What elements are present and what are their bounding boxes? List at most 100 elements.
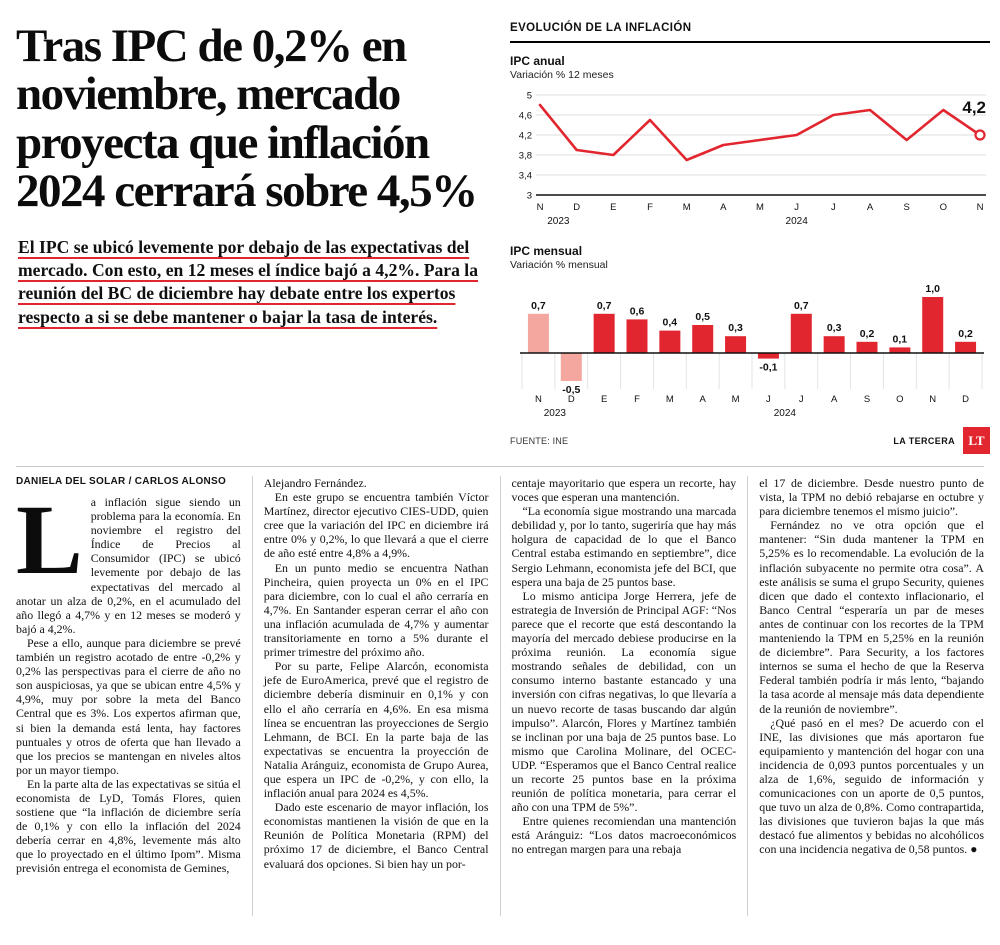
bar — [560, 353, 582, 381]
chart-footer: FUENTE: INE LA TERCERA LT — [510, 427, 990, 454]
bar — [856, 341, 878, 353]
bar — [593, 313, 615, 353]
infographic-title: EVOLUCIÓN DE LA INFLACIÓN — [510, 22, 990, 43]
chart-label: A — [720, 202, 727, 213]
byline: DANIELA DEL SOLAR / CARLOS ALONSO — [16, 476, 227, 487]
chart-label: 4,6 — [519, 111, 532, 122]
article-paragraph: Pese a ello, aunque para diciembre se pr… — [16, 635, 241, 777]
chart-label: J — [799, 394, 804, 405]
la-tercera-logo: LT — [963, 427, 990, 454]
chart-label: 0,7 — [531, 300, 546, 312]
chart-label: S — [903, 202, 909, 213]
bar — [692, 325, 714, 353]
bar — [527, 313, 549, 353]
chart-label: O — [940, 202, 947, 213]
chart-label: E — [610, 202, 616, 213]
chart-label: J — [831, 202, 836, 213]
ipc-mensual-bar-chart: 0,7N-0,5D0,7E0,6F0,4M0,5A0,3M-0,1J0,7J0,… — [520, 283, 984, 419]
chart-label: 0,2 — [860, 328, 875, 340]
article-paragraph: Alejandro Fernández. — [263, 476, 367, 490]
chart-label: N — [537, 202, 544, 213]
chart-label: 1,0 — [925, 283, 940, 295]
bar — [889, 347, 911, 353]
chart-label: 0,3 — [827, 322, 842, 334]
article-paragraph: ¿Qué pasó en el mes? De acuerdo con el I… — [759, 715, 984, 857]
chart-label: A — [700, 394, 707, 405]
article-paragraph: Dado este escenario de mayor inflación, … — [263, 800, 489, 871]
chart-label: D — [573, 202, 580, 213]
chart-label: 3,4 — [519, 171, 532, 182]
article-paragraph: centaje mayoritario que espera un recort… — [511, 476, 737, 505]
chart-label: 0,2 — [958, 328, 973, 340]
article-column-4: el 17 de diciembre. Desde nuestro punto … — [747, 476, 984, 916]
chart-label: -0,5 — [562, 384, 580, 396]
bar — [823, 336, 845, 353]
credit-name: LA TERCERA — [893, 435, 955, 446]
chart-label: 2023 — [547, 216, 570, 227]
headline: Tras IPC de 0,2% en noviembre, mercado p… — [16, 20, 478, 218]
bar — [626, 319, 648, 353]
chart-label: 0,3 — [728, 322, 743, 334]
chart-label: 5 — [527, 91, 532, 102]
line-chart-subtitle: Variación % 12 meses — [510, 69, 614, 81]
chart-label: A — [831, 394, 838, 405]
bar — [922, 297, 944, 353]
chart-label: M — [756, 202, 764, 213]
chart-label: 0,1 — [893, 333, 908, 345]
chart-label: 2024 — [786, 216, 809, 227]
article-paragraph: En la parte alta de las expectativas se … — [16, 776, 241, 876]
chart-label: 0,7 — [794, 300, 809, 312]
article-paragraph: Lo mismo anticipa Jorge Herrera, jefe de… — [511, 588, 737, 815]
drop-cap: L — [16, 484, 83, 595]
chart-label: 3,8 — [519, 151, 532, 162]
last-point-marker — [974, 129, 986, 141]
article-paragraph: el 17 de diciembre. Desde nuestro punto … — [759, 476, 984, 519]
source-label: FUENTE: INE — [510, 435, 569, 446]
chart-label: A — [867, 202, 874, 213]
article-column-2: Alejandro Fernández. En este grupo se enc… — [251, 476, 500, 916]
chart-label: 2024 — [774, 408, 797, 419]
chart-label: 2023 — [544, 408, 567, 419]
bar — [790, 313, 812, 353]
bar-chart-title: IPC mensual — [510, 244, 583, 258]
article-paragraph: Por su parte, Felipe Alarcón, economista… — [263, 659, 489, 801]
chart-label: 0,4 — [663, 317, 678, 329]
article-paragraph: “La economía sigue mostrando una marcada… — [511, 504, 737, 589]
chart-label: N — [535, 394, 542, 405]
section-divider — [16, 466, 984, 467]
chart-label: D — [568, 394, 575, 405]
chart-label: 0,7 — [597, 300, 612, 312]
chart-label: 4,2 — [962, 98, 986, 117]
bar-chart-subtitle: Variación % mensual — [510, 259, 608, 271]
infographic: EVOLUCIÓN DE LA INFLACIÓN IPC anual Vari… — [510, 14, 990, 454]
credit: LA TERCERA LT — [893, 427, 990, 454]
article-paragraph: En un punto medio se encuentra Nathan Pi… — [263, 560, 489, 660]
chart-label: J — [766, 394, 771, 405]
inflation-line — [538, 103, 982, 162]
chart-label: M — [732, 394, 740, 405]
chart-label: -0,1 — [759, 362, 777, 374]
bar — [659, 330, 681, 353]
article-column-3: centaje mayoritario que espera un recort… — [499, 476, 748, 916]
chart-label: N — [977, 202, 984, 213]
chart-label: S — [864, 394, 870, 405]
chart-label: 4,2 — [519, 131, 532, 142]
bar-chart-header: IPC mensual Variación % mensual — [510, 244, 990, 271]
article-paragraph: En este grupo se encuentra también Vícto… — [263, 490, 489, 561]
chart-label: 0,6 — [630, 305, 645, 317]
chart-label: F — [647, 202, 653, 213]
article-paragraph: Entre quienes recomiendan una mantención… — [511, 814, 737, 857]
chart-label: 0,5 — [695, 311, 710, 323]
chart-label: F — [634, 394, 640, 405]
chart-label: J — [794, 202, 799, 213]
lead-paragraph: El IPC se ubicó levemente por debajo de … — [18, 236, 478, 327]
line-chart-title: IPC anual — [510, 54, 565, 68]
chart-label: E — [601, 394, 607, 405]
headline-block: Tras IPC de 0,2% en noviembre, mercado p… — [16, 14, 484, 454]
chart-label: M — [683, 202, 691, 213]
chart-label: O — [896, 394, 903, 405]
